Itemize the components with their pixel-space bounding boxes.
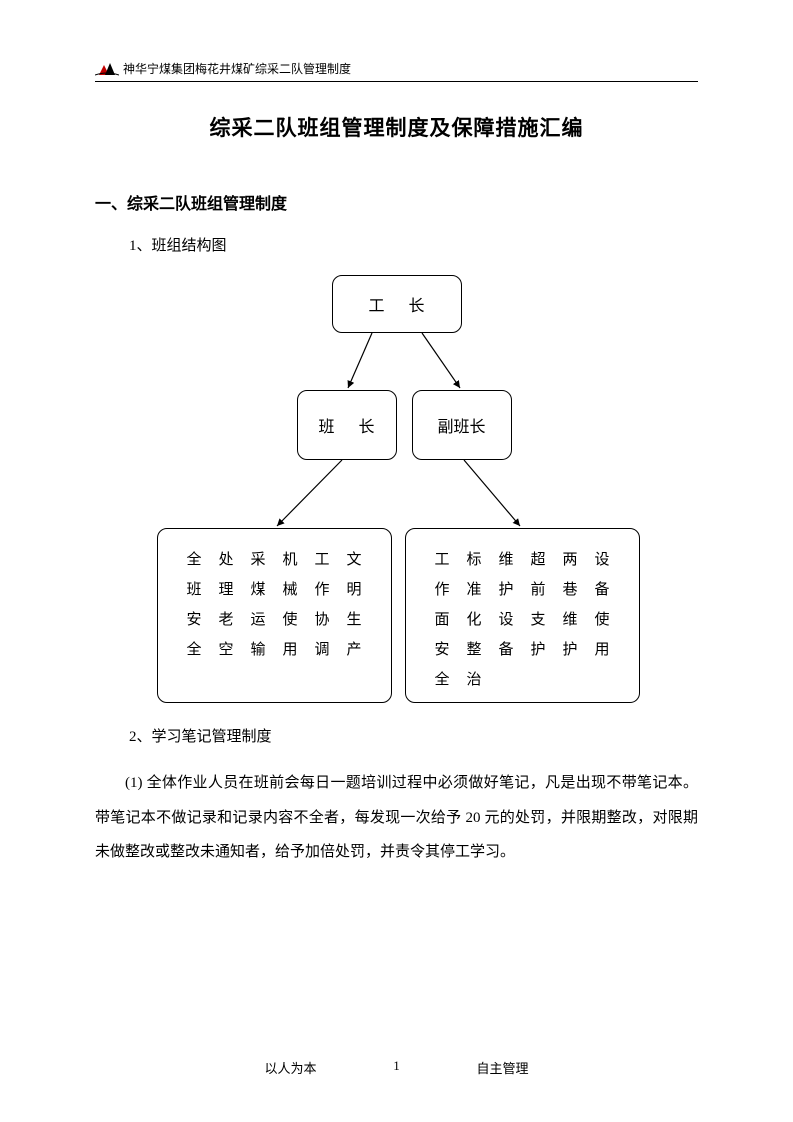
- header-org-text: 神华宁煤集团梅花井煤矿综采二队管理制度: [123, 60, 351, 77]
- duty-column: 超前支护: [530, 545, 546, 695]
- section-1-heading: 一、综采二队班组管理制度: [95, 190, 698, 214]
- duty-column: 工作面安全: [434, 545, 450, 695]
- duty-column: 文明生产: [346, 545, 362, 665]
- logo-icon: [95, 61, 119, 77]
- duty-column: 标准化整治: [466, 545, 482, 695]
- duty-column: 设备使用: [594, 545, 610, 695]
- duty-column: 工作协调: [314, 545, 330, 665]
- node-duties-right: 工作面安全标准化整治维护设备超前支护两巷维护设备使用: [405, 528, 640, 703]
- node-squad-leader: 班 长: [297, 390, 397, 460]
- header-rule: [95, 81, 698, 82]
- footer-left: 以人为本: [264, 1058, 316, 1077]
- duty-column: 处理老空: [218, 545, 234, 665]
- page-title: 综采二队班组管理制度及保障措施汇编: [95, 112, 698, 142]
- duty-column: 维护设备: [498, 545, 514, 695]
- page-header: 神华宁煤集团梅花井煤矿综采二队管理制度: [95, 60, 698, 77]
- section-1-1-heading: 1、班组结构图: [129, 234, 698, 255]
- duty-column: 采煤运输: [250, 545, 266, 665]
- node-deputy-leader: 副班长: [412, 390, 512, 460]
- duty-column: 两巷维护: [562, 545, 578, 695]
- footer-right: 自主管理: [477, 1058, 529, 1077]
- section-1-2-heading: 2、学习笔记管理制度: [129, 725, 698, 746]
- duty-column: 机械使用: [282, 545, 298, 665]
- node-foreman-label: 工 长: [368, 292, 434, 316]
- node-squad-leader-label: 班 长: [318, 413, 384, 437]
- paragraph-1: (1) 全体作业人员在班前会每日一题培训过程中必须做好笔记，凡是出现不带笔记本。…: [95, 766, 698, 870]
- org-chart: 工 长 班 长 副班长 全班安全处理老空采煤运输机械使用工作协调文明生产 工作面…: [147, 275, 647, 705]
- footer-page-number: 1: [387, 1058, 407, 1077]
- node-deputy-leader-label: 副班长: [437, 413, 485, 437]
- node-foreman: 工 长: [332, 275, 462, 333]
- page-footer: 以人为本 1 自主管理: [0, 1058, 793, 1077]
- node-duties-left: 全班安全处理老空采煤运输机械使用工作协调文明生产: [157, 528, 392, 703]
- duty-column: 全班安全: [186, 545, 202, 665]
